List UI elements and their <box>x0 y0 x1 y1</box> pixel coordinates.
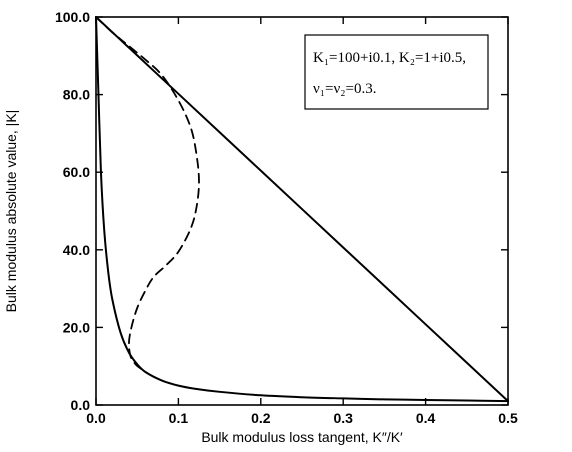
plot-frame <box>95 16 509 406</box>
x-tick-label: 0.4 <box>416 410 436 426</box>
legend-line-2: ν₁=ν₂=0.3. <box>313 81 376 97</box>
x-tick-label: 0.1 <box>169 410 189 426</box>
x-axis-title: Bulk modulus loss tangent, K″/K′ <box>201 429 403 445</box>
y-axis-title: Bulk modulus absolute value, |K| <box>3 110 19 313</box>
series-layer <box>95 16 509 403</box>
x-tick-label: 0.0 <box>86 410 106 426</box>
x-tick-label: 0.3 <box>333 410 353 426</box>
y-tick-label: 0.0 <box>71 397 91 413</box>
y-tick-label: 60.0 <box>63 164 90 180</box>
legend-line-1: K₁=100+i0.1, K₂=1+i0.5, <box>313 50 466 66</box>
x-tick-label: 0.5 <box>498 410 518 426</box>
y-tick-label: 40.0 <box>63 242 90 258</box>
legend-box <box>304 34 489 110</box>
y-tick-label: 80.0 <box>63 87 90 103</box>
series-line-2 <box>95 16 509 403</box>
y-tick-label: 100.0 <box>55 9 90 25</box>
series-line-1 <box>95 16 509 403</box>
series-line-3 <box>95 16 200 372</box>
y-axis: 0.0 20.0 40.0 60.0 80.0 100.0 <box>55 9 508 413</box>
x-tick-label: 0.2 <box>251 410 271 426</box>
y-tick-label: 20.0 <box>63 319 90 335</box>
